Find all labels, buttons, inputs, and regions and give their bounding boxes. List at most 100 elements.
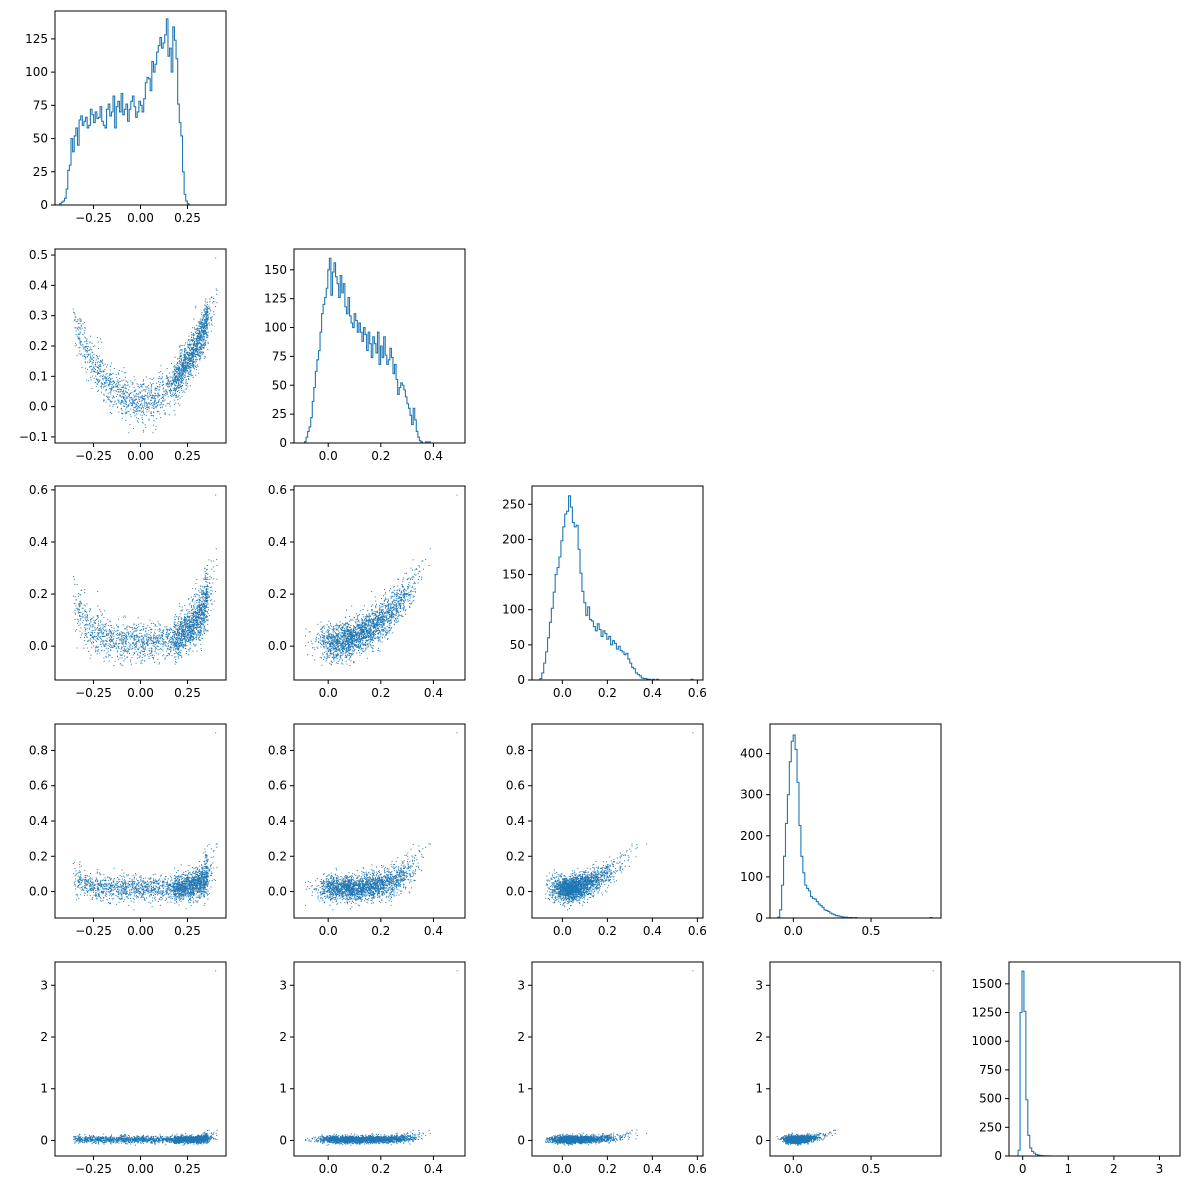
- scatter-point: [175, 393, 176, 394]
- scatter-point: [183, 383, 184, 384]
- scatter-point: [85, 358, 86, 359]
- scatter-point: [209, 324, 210, 325]
- scatter-point: [174, 404, 175, 405]
- scatter-point: [162, 407, 163, 408]
- scatter-point: [193, 356, 194, 357]
- scatter-point: [143, 398, 144, 399]
- scatter-point: [108, 633, 109, 634]
- scatter-point: [186, 637, 187, 638]
- scatter-point: [333, 641, 334, 642]
- scatter-point: [85, 624, 86, 625]
- scatter-point: [169, 403, 170, 404]
- scatter-point: [174, 384, 175, 385]
- scatter-point: [193, 643, 194, 644]
- scatter-point: [193, 619, 194, 620]
- scatter-point: [216, 288, 217, 289]
- scatter-point: [176, 388, 177, 389]
- scatter-point: [109, 660, 110, 661]
- scatter-point: [196, 331, 197, 332]
- scatter-point: [209, 322, 210, 323]
- scatter-point: [88, 380, 89, 381]
- scatter-point: [85, 349, 86, 350]
- scatter-point: [116, 648, 117, 649]
- scatter-point: [149, 634, 150, 635]
- scatter-point: [188, 619, 189, 620]
- scatter-point: [192, 340, 193, 341]
- scatter-point: [145, 391, 146, 392]
- scatter-point: [134, 396, 135, 397]
- scatter-point: [121, 631, 122, 632]
- scatter-point: [178, 617, 179, 618]
- scatter-point: [418, 573, 419, 574]
- scatter-point: [170, 647, 171, 648]
- scatter-point: [430, 548, 431, 549]
- scatter-point: [150, 637, 151, 638]
- scatter-point: [188, 357, 189, 358]
- scatter-point: [204, 601, 205, 602]
- scatter-point: [175, 651, 176, 652]
- scatter-point: [173, 395, 174, 396]
- scatter-point: [154, 655, 155, 656]
- scatter-point: [156, 626, 157, 627]
- scatter-point: [193, 361, 194, 362]
- scatter-point: [158, 400, 159, 401]
- scatter-point: [203, 314, 204, 315]
- scatter-point: [187, 617, 188, 618]
- scatter-point: [207, 620, 208, 621]
- scatter-point: [153, 408, 154, 409]
- scatter-point: [171, 644, 172, 645]
- scatter-point: [86, 372, 87, 373]
- scatter-point: [89, 362, 90, 363]
- scatter-point: [79, 340, 80, 341]
- scatter-point: [110, 631, 111, 632]
- scatter-point: [90, 640, 91, 641]
- scatter-point: [162, 650, 163, 651]
- scatter-point: [80, 619, 81, 620]
- scatter-point: [138, 655, 139, 656]
- scatter-point: [142, 404, 143, 405]
- scatter-point: [139, 397, 140, 398]
- scatter-point: [86, 352, 87, 353]
- scatter-point: [180, 364, 181, 365]
- scatter-point: [155, 388, 156, 389]
- scatter-point: [127, 629, 128, 630]
- scatter-point: [206, 325, 207, 326]
- scatter-point: [106, 377, 107, 378]
- scatter-point: [376, 604, 377, 605]
- scatter-point: [191, 360, 192, 361]
- scatter-point: [342, 641, 343, 642]
- scatter-point: [100, 360, 101, 361]
- scatter-point: [104, 650, 105, 651]
- scatter-point: [190, 345, 191, 346]
- scatter-point: [191, 334, 192, 335]
- scatter-point: [133, 409, 134, 410]
- y-tick-label: −0.1: [19, 430, 48, 444]
- scatter-point: [189, 374, 190, 375]
- scatter-point: [190, 363, 191, 364]
- scatter-point: [155, 633, 156, 634]
- scatter-point: [198, 341, 199, 342]
- scatter-point: [183, 372, 184, 373]
- scatter-point: [402, 608, 403, 609]
- scatter-point: [204, 314, 205, 315]
- scatter-point: [159, 376, 160, 377]
- scatter-point: [198, 638, 199, 639]
- scatter-point: [193, 344, 194, 345]
- scatter-point: [196, 357, 197, 358]
- scatter-point: [115, 642, 116, 643]
- scatter-point: [170, 632, 171, 633]
- x-tick-label: 0.00: [127, 686, 154, 700]
- scatter-point: [179, 374, 180, 375]
- scatter-point: [171, 637, 172, 638]
- scatter-point: [178, 646, 179, 647]
- scatter-point: [179, 626, 180, 627]
- scatter-point: [205, 330, 206, 331]
- scatter-point: [166, 636, 167, 637]
- scatter-point: [187, 632, 188, 633]
- scatter-point: [129, 653, 130, 654]
- scatter-point: [84, 337, 85, 338]
- scatter-point: [113, 636, 114, 637]
- scatter-point: [195, 621, 196, 622]
- scatter-point: [140, 653, 141, 654]
- scatter-point: [111, 646, 112, 647]
